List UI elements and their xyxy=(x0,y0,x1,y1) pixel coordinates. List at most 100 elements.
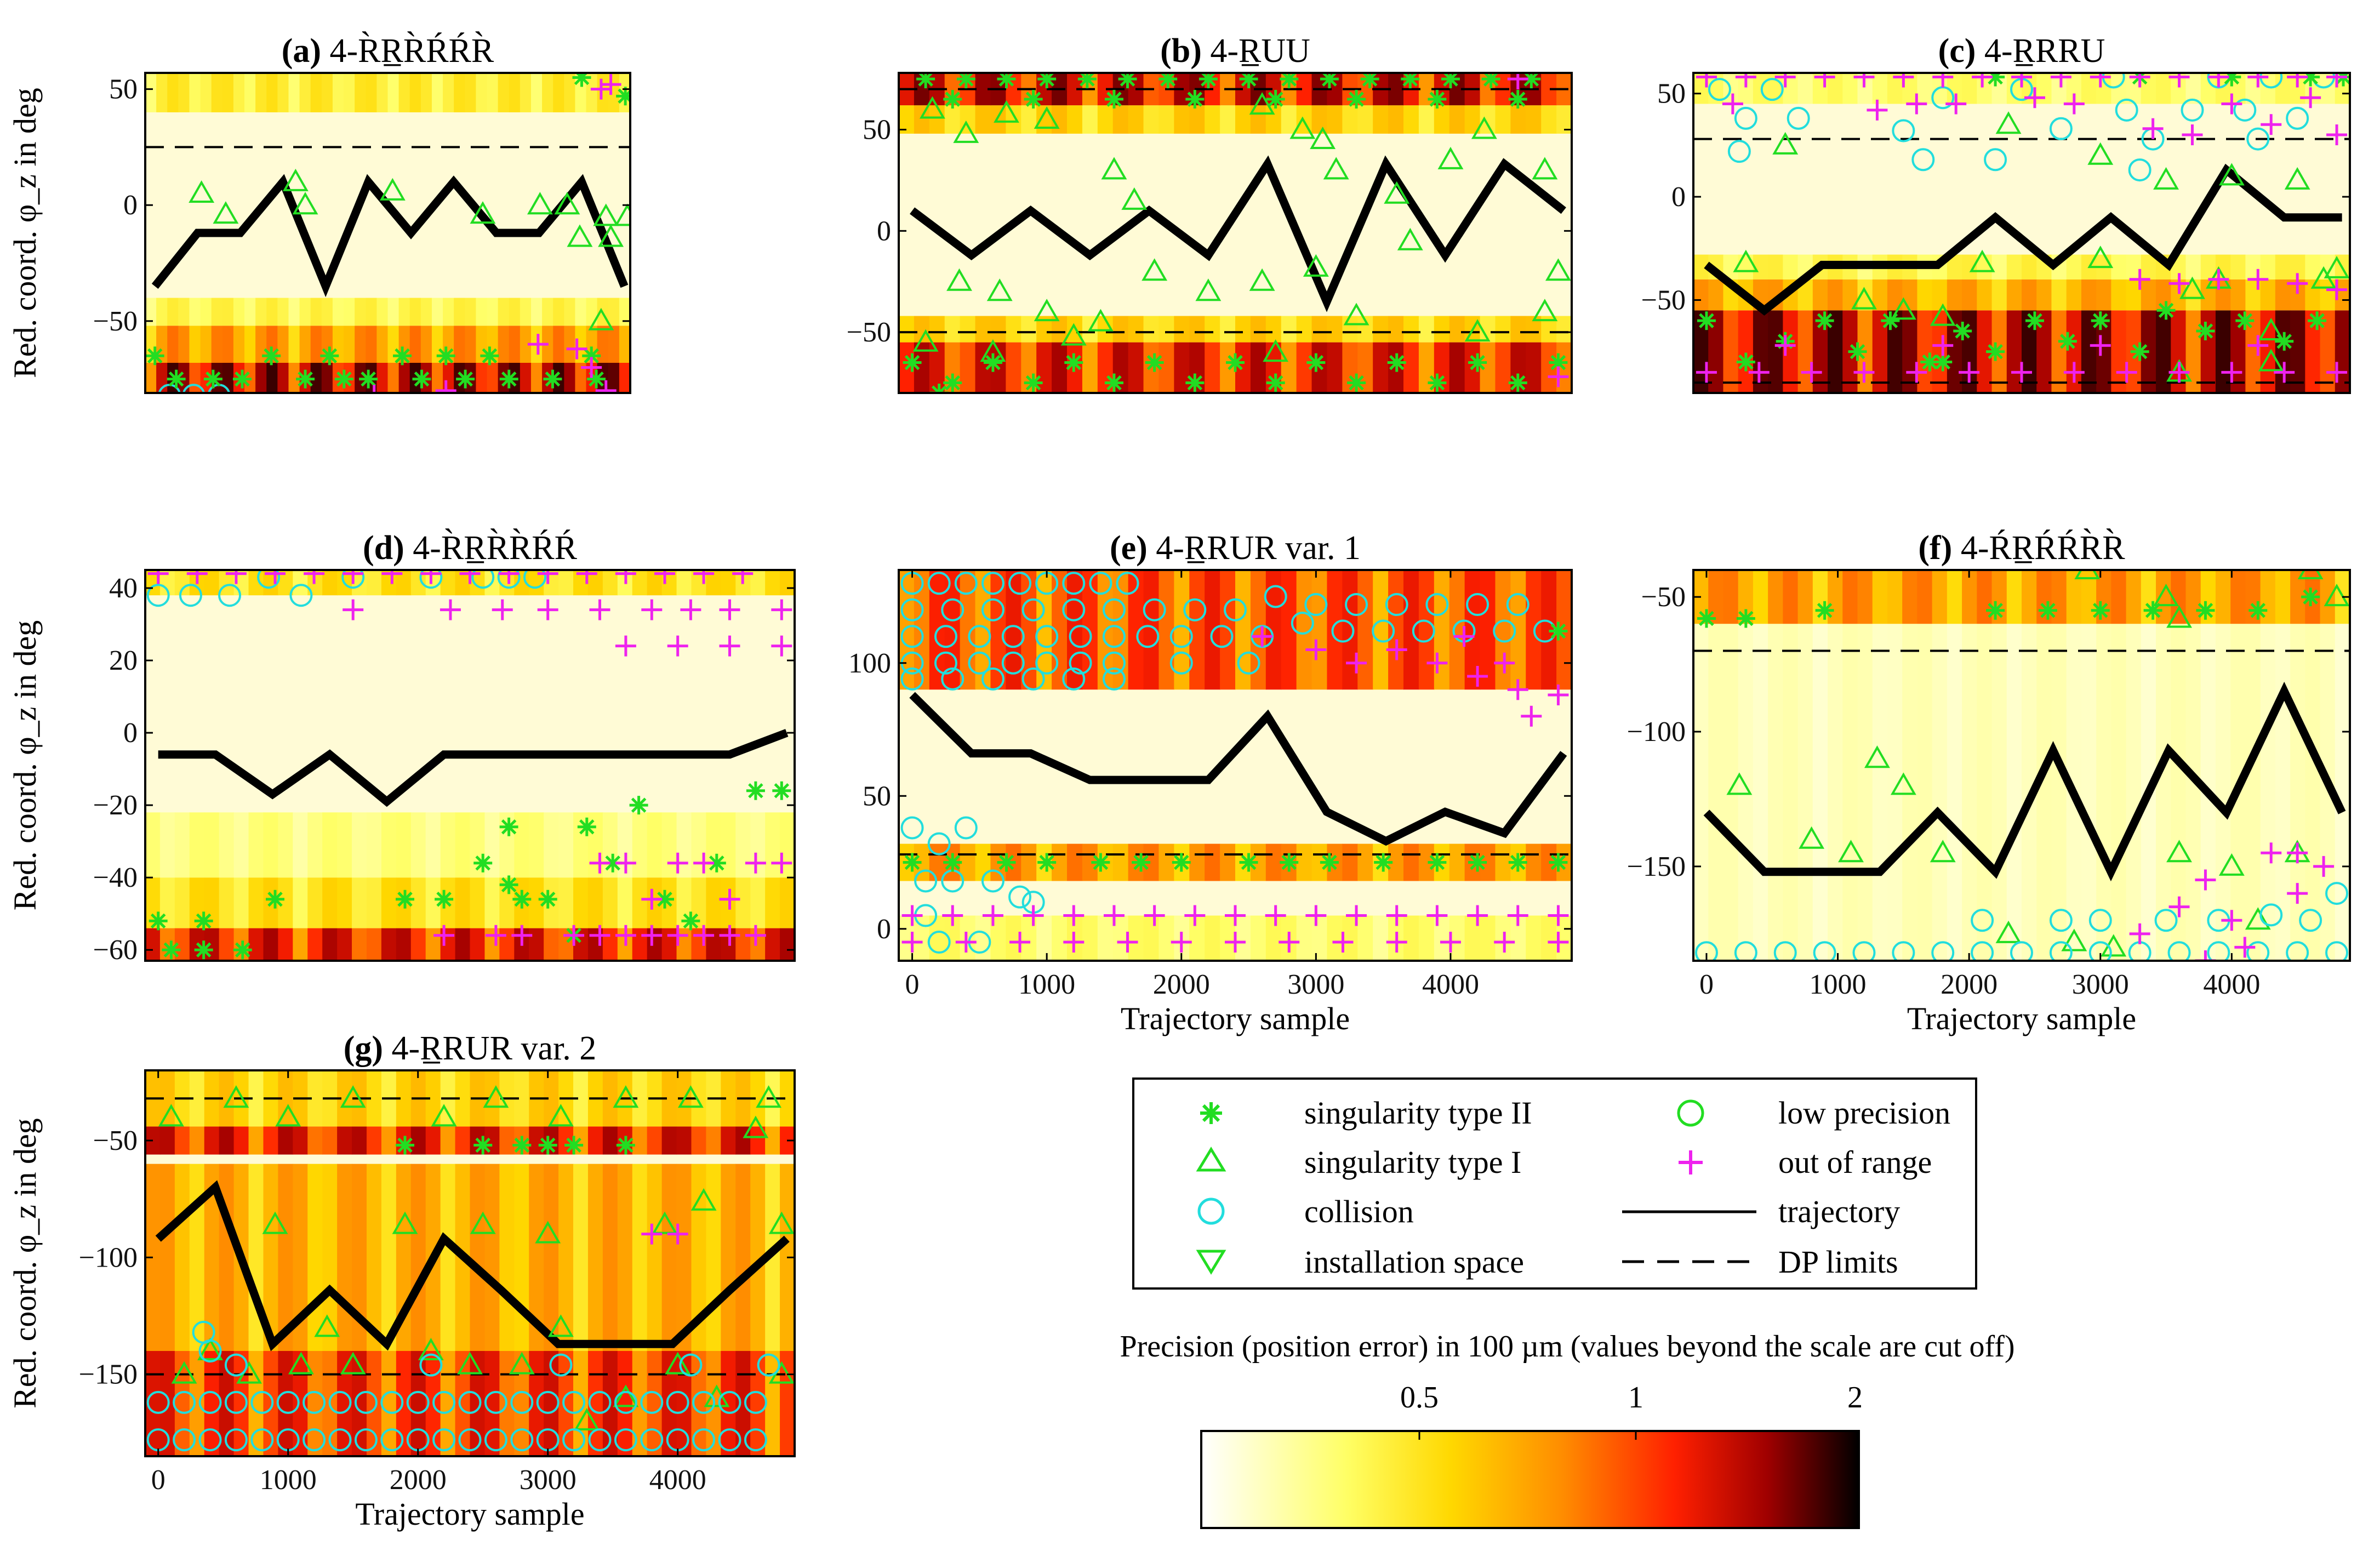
panel-title: (g) 4-R̲RUR var. 2 xyxy=(344,1030,597,1067)
colorbar-tick-label: 1 xyxy=(1628,1381,1643,1415)
heatmap-cell xyxy=(431,73,443,112)
heatmap-cell xyxy=(1872,624,1888,961)
heatmap-cell xyxy=(632,877,648,928)
range-marker xyxy=(1932,335,1954,356)
heatmap-cell xyxy=(2006,310,2022,393)
heatmap-cell xyxy=(529,928,544,961)
heatmap-cell xyxy=(2320,310,2336,393)
sing2-stroke xyxy=(514,1137,530,1153)
heatmap-cell xyxy=(1917,624,1933,961)
heatmap-cell xyxy=(1418,570,1435,690)
heatmap-cell xyxy=(2156,624,2172,961)
collision-marker xyxy=(432,1390,456,1414)
sing2-marker xyxy=(903,853,922,872)
heatmap-cell xyxy=(564,362,576,393)
heatmap-cell xyxy=(1006,570,1022,690)
sing1-marker xyxy=(1142,258,1168,281)
heatmap-cell xyxy=(1220,915,1236,961)
range-marker xyxy=(719,925,740,946)
sing1-marker xyxy=(677,1085,704,1108)
range-marker xyxy=(615,852,636,874)
asterisk-marker-icon xyxy=(1200,1102,1222,1124)
y-tick-label: −40 xyxy=(93,862,138,893)
x-tick-label: 1000 xyxy=(260,1464,317,1496)
sing2-stroke xyxy=(709,855,724,871)
sing2-marker xyxy=(2091,311,2110,330)
heatmap-cell xyxy=(484,928,500,961)
sing2-stroke xyxy=(196,942,212,957)
heatmap-cell xyxy=(248,877,264,928)
heatmap-cell xyxy=(2156,279,2172,311)
collision-marker xyxy=(218,584,242,607)
heatmap-cell xyxy=(530,298,543,326)
heatmap-cell xyxy=(975,316,991,343)
range-marker xyxy=(2287,842,2308,864)
sing2-stroke xyxy=(1281,73,1297,87)
heatmap-cell xyxy=(484,877,500,928)
heatmap-cell xyxy=(1495,342,1511,393)
collision-marker xyxy=(1694,941,1718,961)
sing2-marker xyxy=(929,384,949,393)
collision-marker xyxy=(2286,106,2309,130)
heatmap-cell xyxy=(476,298,488,326)
heatmap-cell xyxy=(1526,342,1542,393)
heatmap-cell xyxy=(222,362,234,393)
heatmap-cell xyxy=(1723,624,1739,961)
panel-g: −150 −100 −50 0 1000 2000 3000 4000 (g) 4-R̲RUR … xyxy=(7,1030,796,1532)
heatmap-cell xyxy=(1842,624,1858,961)
heatmap-cell xyxy=(553,73,565,112)
sing2-marker xyxy=(572,73,591,87)
heatmap-cell xyxy=(1872,279,1888,311)
heatmap-cell xyxy=(2036,624,2052,961)
sing2-marker xyxy=(1508,90,1527,109)
sing2-stroke xyxy=(540,892,556,907)
heatmap-cell xyxy=(454,326,466,363)
sing2-stroke xyxy=(235,371,250,387)
heatmap-cell xyxy=(1357,843,1373,881)
sing1-marker xyxy=(2074,570,2101,579)
collision-marker xyxy=(1264,585,1287,608)
sing1-marker xyxy=(392,1211,418,1234)
heatmap-cell xyxy=(470,1164,486,1351)
range-marker xyxy=(1972,73,1993,88)
sing2-stroke xyxy=(931,385,941,393)
heatmap-cell xyxy=(410,812,426,878)
heatmap-cell xyxy=(248,812,264,878)
collision-marker xyxy=(1116,572,1139,595)
sing2-marker xyxy=(681,911,700,931)
range-marker xyxy=(1893,73,1914,88)
sing2-stroke xyxy=(1510,92,1526,107)
collision-marker xyxy=(941,667,965,691)
sing1-marker xyxy=(1532,299,1558,322)
heatmap-cell xyxy=(322,570,338,596)
heatmap-cell xyxy=(278,928,294,961)
sing2-marker xyxy=(1266,373,1285,392)
range-marker xyxy=(225,570,247,584)
heatmap-cell xyxy=(1205,105,1220,134)
heatmap-cell xyxy=(1797,570,1813,624)
range-marker xyxy=(1144,905,1165,926)
range-marker xyxy=(492,599,513,620)
sing2-marker xyxy=(473,853,493,873)
collision-marker xyxy=(1102,651,1126,675)
sing1-marker xyxy=(2061,928,2087,951)
panel-title-letter: (d) xyxy=(363,529,413,567)
collision-marker xyxy=(679,1353,703,1377)
x-tick-label: 2000 xyxy=(1153,969,1210,1000)
sing2-marker xyxy=(1468,353,1487,372)
range-marker xyxy=(1696,73,1717,88)
sing2-stroke xyxy=(482,348,498,364)
collision-marker xyxy=(1734,941,1757,961)
heatmap-cell xyxy=(2156,73,2172,104)
heatmap-cell xyxy=(410,1126,426,1155)
sing1-marker xyxy=(2087,246,2114,269)
heatmap-cell xyxy=(520,73,532,112)
sing1-marker xyxy=(2166,605,2192,628)
heatmap-cell xyxy=(443,73,454,112)
heatmap-cell xyxy=(1158,316,1175,343)
heatmap-cell xyxy=(310,326,322,363)
range-marker xyxy=(1426,652,1448,674)
collision-marker xyxy=(718,1390,741,1414)
range-marker xyxy=(2326,73,2348,88)
sing2-stroke xyxy=(1955,323,1970,339)
